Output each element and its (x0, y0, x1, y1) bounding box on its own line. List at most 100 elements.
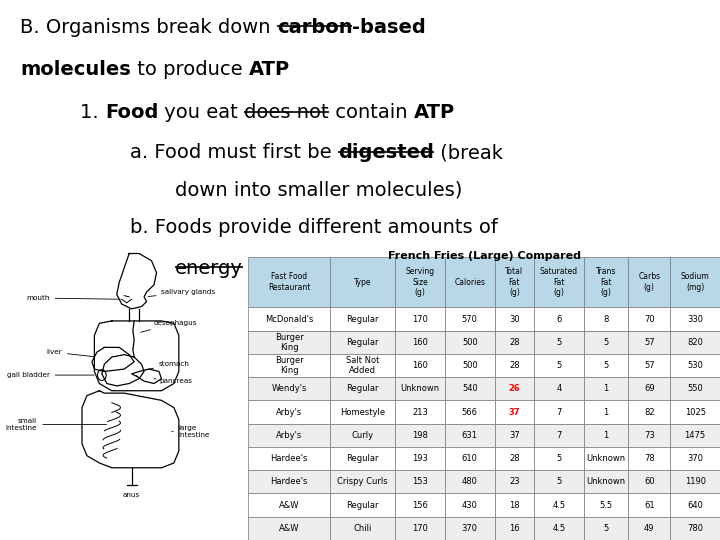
Bar (670, 307, 720, 330)
Bar (330, 494, 395, 517)
Text: B. Organisms break down: B. Organisms break down (20, 18, 276, 37)
Bar (495, 354, 534, 377)
Text: (: ( (243, 259, 256, 278)
Text: 5: 5 (603, 361, 608, 370)
Text: pancreas: pancreas (154, 378, 192, 384)
Bar (495, 257, 534, 307)
Bar (495, 470, 534, 494)
Bar (395, 354, 445, 377)
Text: Curly: Curly (351, 431, 374, 440)
Bar (534, 257, 584, 307)
Text: A&W: A&W (279, 501, 300, 510)
Text: 480: 480 (462, 477, 478, 487)
Text: 170: 170 (412, 315, 428, 323)
Text: Burger
King: Burger King (274, 356, 303, 375)
Text: ): ) (343, 259, 350, 278)
Bar (330, 470, 395, 494)
Text: 37: 37 (508, 408, 520, 416)
Text: 82: 82 (644, 408, 654, 416)
Text: a. Food must first be: a. Food must first be (130, 143, 338, 162)
Text: 5: 5 (603, 524, 608, 533)
Bar (584, 494, 629, 517)
Text: Salt Not
Added: Salt Not Added (346, 356, 379, 375)
Bar (495, 307, 534, 330)
Text: 160: 160 (412, 338, 428, 347)
Text: Serving
Size
(g): Serving Size (g) (405, 267, 435, 297)
Bar (670, 330, 720, 354)
Bar (395, 257, 445, 307)
Bar (495, 401, 534, 424)
Text: molecules: molecules (20, 60, 131, 79)
Text: 820: 820 (687, 338, 703, 347)
Text: 7: 7 (556, 431, 562, 440)
Bar (330, 447, 395, 470)
Text: A&W: A&W (279, 524, 300, 533)
Text: 1475: 1475 (685, 431, 706, 440)
Text: 1: 1 (603, 384, 608, 393)
Text: 330: 330 (687, 315, 703, 323)
Bar (629, 354, 670, 377)
Text: 5: 5 (557, 454, 562, 463)
Text: Hardee's: Hardee's (270, 454, 307, 463)
Bar (395, 307, 445, 330)
Text: Sodium
(mg): Sodium (mg) (680, 273, 709, 292)
Bar (629, 494, 670, 517)
Text: 430: 430 (462, 501, 478, 510)
Text: 73: 73 (644, 431, 654, 440)
Bar (670, 257, 720, 307)
Text: 4: 4 (557, 384, 562, 393)
Text: contain: contain (329, 103, 413, 122)
Text: Calories: Calories (454, 278, 485, 287)
Bar (248, 401, 330, 424)
Text: 7: 7 (556, 408, 562, 416)
Text: calories: calories (256, 259, 343, 278)
Text: 640: 640 (687, 501, 703, 510)
Bar (629, 401, 670, 424)
Bar (395, 494, 445, 517)
Bar (584, 470, 629, 494)
Text: 156: 156 (412, 501, 428, 510)
Bar (629, 447, 670, 470)
Bar (395, 401, 445, 424)
Text: 198: 198 (412, 431, 428, 440)
Bar (395, 377, 445, 401)
Bar (534, 330, 584, 354)
Bar (629, 424, 670, 447)
Text: 500: 500 (462, 338, 477, 347)
Text: 370: 370 (462, 524, 478, 533)
Bar (330, 307, 395, 330)
Text: ATP: ATP (413, 103, 455, 122)
Bar (495, 517, 534, 540)
Bar (330, 330, 395, 354)
Text: 213: 213 (412, 408, 428, 416)
Text: Total
Fat
(g): Total Fat (g) (505, 267, 523, 297)
Text: b. Foods provide different amounts of: b. Foods provide different amounts of (130, 219, 498, 238)
Bar (629, 470, 670, 494)
Text: Arby's: Arby's (276, 408, 302, 416)
Text: to produce: to produce (131, 60, 248, 79)
Bar (248, 494, 330, 517)
Bar (584, 401, 629, 424)
Text: 37: 37 (509, 431, 520, 440)
Text: French Fries (Large) Compared: French Fries (Large) Compared (387, 251, 581, 261)
Bar (330, 354, 395, 377)
Text: Regular: Regular (346, 338, 379, 347)
Text: Arby's: Arby's (276, 431, 302, 440)
Text: 23: 23 (509, 477, 520, 487)
Bar (330, 401, 395, 424)
Text: 610: 610 (462, 454, 478, 463)
Text: small
intestine: small intestine (6, 418, 107, 431)
Text: Wendy's: Wendy's (271, 384, 307, 393)
Text: 57: 57 (644, 338, 654, 347)
Bar (534, 517, 584, 540)
Bar (445, 424, 495, 447)
Text: Type: Type (354, 278, 371, 287)
Bar (248, 447, 330, 470)
Text: Homestyle: Homestyle (340, 408, 385, 416)
Text: Unknown: Unknown (400, 384, 440, 393)
Bar (248, 470, 330, 494)
Bar (395, 470, 445, 494)
Bar (445, 307, 495, 330)
Bar (445, 401, 495, 424)
Text: Saturated
Fat
(g): Saturated Fat (g) (540, 267, 578, 297)
